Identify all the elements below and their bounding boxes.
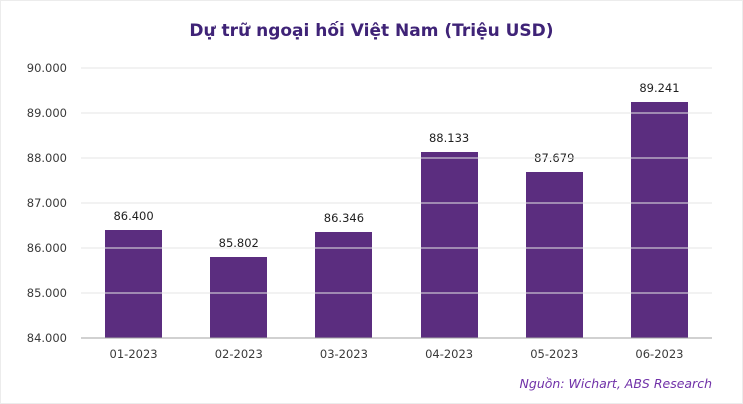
bar-05-2023 [525,172,583,338]
bar-group: 89.241 [607,68,712,338]
bars-container: 86.400 85.802 86.346 88.133 87.679 89.241 [81,68,712,338]
bar-02-2023 [210,256,268,338]
bar-03-2023 [315,232,373,338]
y-tick-label: 88.000 [26,151,67,165]
bar-06-2023 [630,102,688,338]
x-tick-label: 05-2023 [530,347,579,361]
bar-chart: 86.400 85.802 86.346 88.133 87.679 89.241 84.… [27,61,712,345]
bar-value-label: 85.802 [218,235,259,250]
chart-title: Dự trữ ngoại hối Việt Nam (Triệu USD) [189,21,554,41]
x-tick-label: 01-2023 [109,347,158,361]
gridline [81,157,712,159]
bar-01-2023 [105,230,163,338]
bar-group: 88.133 [397,68,502,338]
x-axis: 01-2023 02-2023 03-2023 04-2023 05-2023 06-20… [81,338,712,361]
y-tick-label: 85.000 [26,286,67,300]
bar-group: 86.346 [291,68,396,338]
y-tick-label: 84.000 [26,331,67,345]
y-tick-label: 86.000 [26,241,67,255]
bar-value-label: 89.241 [639,81,680,96]
y-tick-label: 89.000 [26,106,67,120]
x-tick-label: 03-2023 [319,347,368,361]
gridline [81,202,712,204]
gridline [81,247,712,249]
y-tick-label: 87.000 [26,196,67,210]
x-tick-label: 04-2023 [425,347,474,361]
bar-value-label: 86.346 [323,211,365,226]
source-note: Nguồn: Wichart, ABS Research [519,376,712,391]
bar-group: 87.679 [502,68,607,338]
y-tick-label: 90.000 [26,61,67,75]
x-tick-label: 06-2023 [635,347,684,361]
bar-value-label: 88.133 [428,131,470,146]
bar-group: 85.802 [186,68,291,338]
gridline [81,112,712,114]
bar-04-2023 [420,152,478,338]
x-axis-baseline [81,337,712,339]
x-tick-label: 02-2023 [214,347,263,361]
gridline [81,292,712,294]
gridline [81,67,712,69]
bar-value-label: 86.400 [113,209,154,223]
